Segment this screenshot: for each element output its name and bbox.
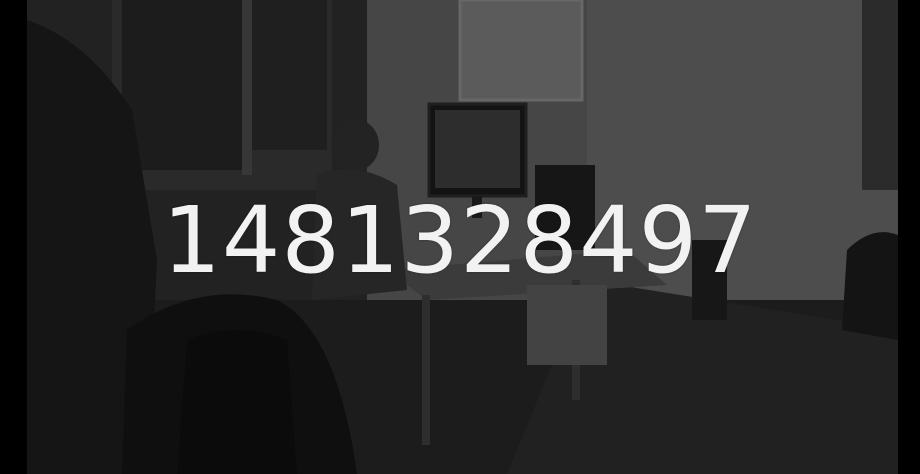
overlay-number: 1481328497 bbox=[162, 187, 758, 294]
office-scene-illustration bbox=[27, 0, 898, 474]
office-photo bbox=[27, 0, 898, 474]
